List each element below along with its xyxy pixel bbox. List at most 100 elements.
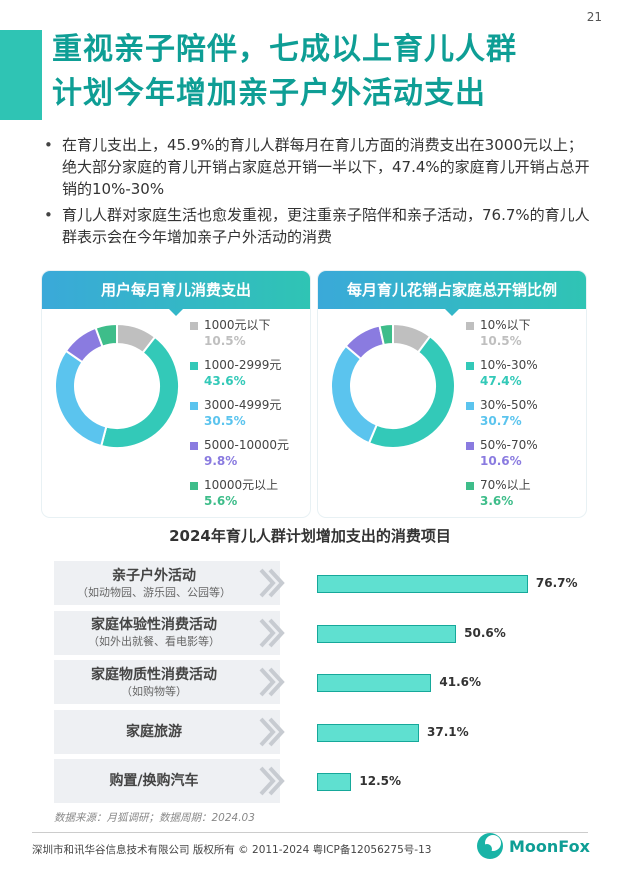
data-label: 41.6%	[439, 675, 482, 689]
moonfox-logo-icon	[477, 833, 503, 859]
bar-label-box: 购置/换购汽车	[54, 759, 285, 803]
chevron-right-icon	[259, 667, 276, 697]
data-label: 30.7%	[480, 414, 522, 428]
bar	[317, 575, 528, 593]
data-label: 47.4%	[480, 374, 522, 388]
summary-bullets: 在育儿支出上，45.9%的育儿人群每月在育儿方面的消费支出在3000元以上；绝大…	[44, 134, 594, 252]
donut-chart-monthly-spend	[54, 322, 180, 449]
legend-swatch	[190, 482, 198, 490]
donut-chart-spend-ratio	[330, 322, 456, 449]
tick-sublabel: （如动物园、游乐园、公园等）	[77, 585, 231, 599]
bar-label-box: 家庭旅游	[54, 709, 285, 754]
tick-label: 购置/换购汽车	[109, 773, 199, 789]
donut-title: 用户每月育儿消费支出	[42, 271, 310, 316]
legend-swatch	[466, 402, 474, 410]
legend-label: 10%-30%	[480, 358, 538, 372]
tick-label: 家庭体验性消费活动	[91, 617, 217, 633]
legend-item: 1000元以下 10.5%	[190, 317, 310, 357]
bar-row: 家庭物质性消费活动 （如购物等） 41.6%	[54, 660, 594, 704]
page-number: 21	[586, 10, 602, 24]
donut-legend: 10%以下 10.5% 10%-30% 47.4% 30%-50% 30.7% 50%-70…	[466, 317, 586, 517]
legend-swatch	[190, 402, 198, 410]
legend-item: 10%-30% 47.4%	[466, 357, 586, 397]
tick-label: 亲子户外活动	[112, 567, 196, 584]
bar-chart-title: 2024年育儿人群计划增加支出的消费项目	[169, 527, 451, 545]
legend-item: 10000元以上 5.6%	[190, 477, 310, 517]
chevron-right-icon	[259, 766, 276, 796]
data-label: 76.7%	[535, 576, 578, 590]
bar-label-box: 亲子户外活动 （如动物园、游乐园、公园等）	[54, 561, 285, 605]
donut-slice	[378, 322, 394, 347]
bar-label-box: 家庭体验性消费活动 （如外出就餐、看电影等）	[54, 610, 285, 655]
chevron-right-icon	[259, 717, 276, 746]
legend-swatch	[466, 362, 474, 370]
legend-label: 70%以上	[480, 478, 531, 492]
bar-category-label: 购置/换购汽车	[54, 759, 254, 803]
legend-swatch	[466, 442, 474, 450]
page-title: 重视亲子陪伴，七成以上育儿人群 计划今年增加亲子户外活动支出	[52, 28, 592, 116]
tick-label: 家庭物质性消费活动	[91, 666, 217, 683]
legend-swatch	[466, 322, 474, 330]
legend-item: 10%以下 10.5%	[466, 317, 586, 357]
bar	[317, 674, 432, 692]
data-source-note: 数据来源：月狐调研；数据周期：2024.03	[54, 812, 255, 824]
legend-swatch	[190, 442, 198, 450]
data-label: 50.6%	[464, 625, 506, 640]
data-label: 10.5%	[204, 334, 246, 348]
legend-label: 10000元以上	[204, 478, 279, 492]
tick-sublabel: （如购物等）	[121, 684, 187, 698]
legend-swatch	[190, 362, 198, 370]
page-title-line-1: 重视亲子陪伴，七成以上育儿人群	[52, 32, 517, 67]
data-label: 5.6%	[204, 494, 238, 508]
data-label: 37.1%	[427, 724, 469, 739]
bar-category-label: 家庭旅游	[54, 710, 254, 754]
donut-slice	[367, 334, 456, 449]
data-label: 9.8%	[204, 454, 238, 468]
page-title-line-2: 计划今年增加亲子户外活动支出	[52, 76, 486, 111]
bar	[317, 624, 457, 643]
legend-label: 30%-50%	[480, 398, 538, 412]
donut-panel-monthly-spend: 用户每月育儿消费支出 1000元以下 10.5% 1000-2999元 43.6% 30…	[42, 271, 310, 517]
legend-item: 30%-50% 30.7%	[466, 397, 586, 437]
data-label: 12.5%	[359, 774, 402, 788]
bar-category-label: 亲子户外活动 （如动物园、游乐园、公园等）	[54, 561, 254, 605]
chevron-right-icon	[268, 717, 285, 746]
legend-label: 1000-2999元	[204, 358, 282, 372]
chevron-right-icon	[259, 618, 276, 647]
bullet-1: 在育儿支出上，45.9%的育儿人群每月在育儿方面的消费支出在3000元以上；绝大…	[44, 134, 594, 200]
donut-title: 每月育儿花销占家庭总开销比例	[318, 271, 586, 316]
bar-row: 家庭旅游 37.1%	[54, 709, 594, 754]
donut-slice	[99, 335, 180, 449]
chevron-right-icon	[268, 667, 285, 697]
bar-category-label: 家庭物质性消费活动 （如购物等）	[54, 660, 254, 704]
data-label: 3.6%	[480, 494, 514, 508]
legend-label: 3000-4999元	[204, 398, 282, 412]
bar-row: 亲子户外活动 （如动物园、游乐园、公园等） 76.7%	[54, 561, 594, 605]
donut-slice	[94, 322, 118, 348]
legend-item: 3000-4999元 30.5%	[190, 397, 310, 437]
legend-swatch	[466, 482, 474, 490]
data-label: 10.5%	[480, 334, 522, 348]
chevron-right-icon	[268, 766, 285, 796]
bar-category-label: 家庭体验性消费活动 （如外出就餐、看电影等）	[54, 611, 254, 655]
chevron-right-icon	[268, 568, 285, 598]
legend-item: 50%-70% 10.6%	[466, 437, 586, 477]
legend-label: 50%-70%	[480, 438, 538, 452]
donut-legend: 1000元以下 10.5% 1000-2999元 43.6% 3000-4999元 30.…	[190, 317, 310, 517]
bar-row: 家庭体验性消费活动 （如外出就餐、看电影等） 50.6%	[54, 610, 594, 655]
bar	[317, 773, 352, 791]
chevron-right-icon	[259, 568, 276, 598]
donut-panel-spend-ratio: 每月育儿花销占家庭总开销比例 10%以下 10.5% 10%-30% 47.4% 30%…	[318, 271, 586, 517]
title-accent-bar	[0, 30, 42, 120]
bar-label-box: 家庭物质性消费活动 （如购物等）	[54, 660, 285, 704]
chevron-right-icon	[268, 618, 285, 647]
footer-divider	[32, 832, 588, 833]
copyright-text: 深圳市和讯华谷信息技术有限公司 版权所有 © 2011-2024 粤ICP备12…	[32, 844, 432, 856]
legend-item: 70%以上 3.6%	[466, 477, 586, 517]
legend-label: 1000元以下	[204, 318, 271, 332]
logo-text: MoonFox	[509, 836, 590, 856]
tick-label: 家庭旅游	[126, 723, 182, 740]
bar-row: 购置/换购汽车 12.5%	[54, 759, 594, 803]
legend-item: 5000-10000元 9.8%	[190, 437, 310, 477]
donut-slice	[54, 349, 108, 448]
